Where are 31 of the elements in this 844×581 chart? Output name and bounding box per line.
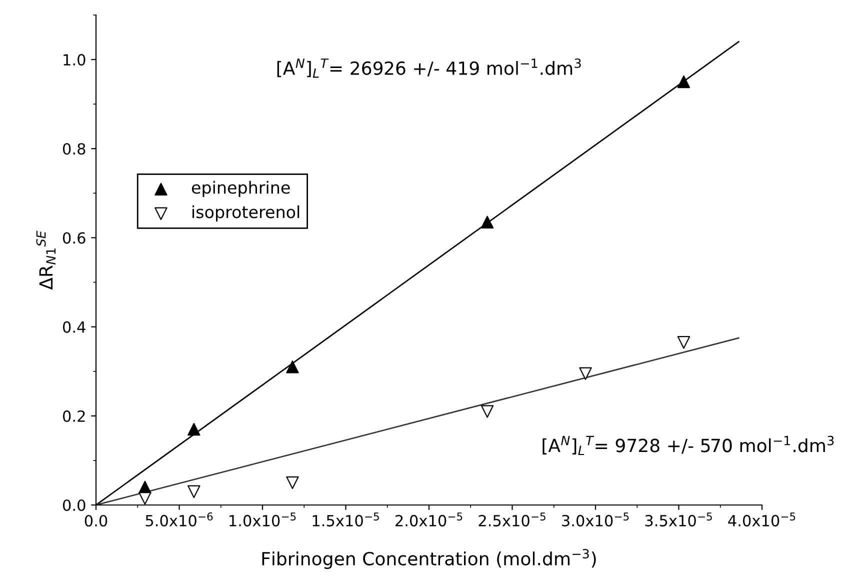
text: [A$^{N}$]$_{L}$$^{T}$= 26926 +/- 419 mol$^{−1}$.dm$^{3}$ <box>277 58 581 78</box>
y-tick-label: 1.0 <box>64 54 86 66</box>
y-tick-label: 0.6 <box>62 232 86 244</box>
legend-label: epinephrine <box>192 180 290 198</box>
point <box>138 492 152 505</box>
y-tick-label: 0.4 <box>62 321 86 333</box>
x-tick-label: 2.5x10$^{−5}$ <box>478 512 546 526</box>
x-tick-label: 2.0x10$^{−5}$ <box>396 512 462 526</box>
y-tick-label: 0.0 <box>62 499 86 512</box>
point <box>286 476 299 490</box>
point <box>480 405 494 418</box>
x-tick-label: 1.0x10$^{−5}$ <box>230 512 296 526</box>
point <box>480 216 494 228</box>
legend-label: isoproterenol <box>192 205 300 222</box>
x-tick-label: 3.5x10$^{−5}$ <box>645 512 712 526</box>
x-tick-label: 4.0x10$^{−5}$ <box>728 512 796 526</box>
y-axis-title: ΔR$_{N1}$$^{SE}$ <box>36 230 56 290</box>
point <box>677 75 690 88</box>
x-tick-label: 0.0 <box>84 514 108 527</box>
x-tick-label: 3.0x10$^{−5}$ <box>562 512 629 526</box>
point <box>677 336 690 349</box>
x-tick-label: 5.0x10$^{−6}$ <box>146 512 213 526</box>
x-tick-label: 1.5x10$^{−5}$ <box>312 512 379 526</box>
point <box>579 367 592 380</box>
text: [A$^{N}$]$_{L}$$^{T}$= 9728 +/- 570 mol$^{−1}$.dm$^{3}$ <box>542 436 834 456</box>
point <box>188 485 200 498</box>
y-tick-label: 0.8 <box>62 143 86 155</box>
point <box>286 360 299 374</box>
point <box>188 422 200 436</box>
x-axis-title: Fibrinogen Concentration (mol.dm$^{−3}$) <box>262 548 596 569</box>
y-tick-label: 0.2 <box>62 410 85 422</box>
